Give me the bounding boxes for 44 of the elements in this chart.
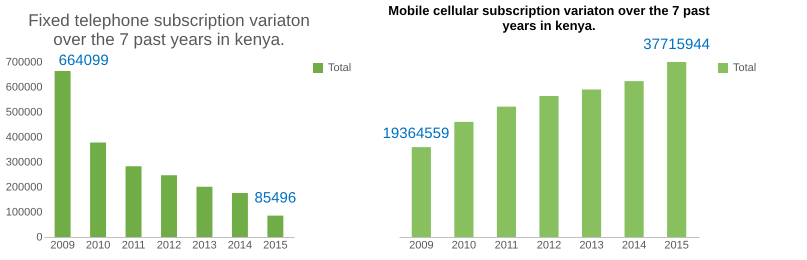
x-tick-label: 2009	[50, 240, 75, 252]
bar	[496, 106, 516, 237]
bar	[161, 175, 177, 237]
x-tick-label: 2011	[494, 240, 518, 252]
y-tick-label: 700000	[6, 56, 42, 68]
x-tick-label: 2012	[536, 240, 562, 252]
bar	[126, 166, 142, 237]
x-tick-label: 2014	[228, 240, 252, 252]
x-tick-label: 2015	[664, 240, 689, 252]
data-label: 19364559	[382, 125, 450, 142]
bar	[454, 122, 474, 237]
y-tick-label: 400000	[6, 132, 42, 144]
y-tick-label: 0	[36, 232, 42, 244]
y-tick-label: 100000	[6, 206, 42, 218]
y-tick-label: 200000	[6, 182, 42, 194]
chart-title: Mobile cellular subscription variaton over the 7 past years in kenya.	[388, 3, 710, 33]
data-label: 85496	[254, 190, 296, 207]
x-tick-label: 2013	[192, 240, 217, 252]
x-tick-label: 2015	[263, 240, 288, 252]
bar	[624, 81, 644, 237]
y-tick-label: 300000	[6, 156, 42, 168]
x-tick-label: 2014	[622, 240, 646, 252]
x-tick-label: 2010	[452, 240, 476, 252]
x-tick-label: 2011	[122, 240, 146, 252]
bar	[539, 96, 559, 237]
bar	[90, 142, 106, 237]
bar	[196, 186, 212, 237]
bar	[667, 62, 686, 237]
bar	[412, 147, 431, 237]
legend-label: Total	[328, 62, 352, 74]
chart-title: Fixed telephone subscription variaton over the 7 past years in kenya.	[28, 10, 310, 49]
legend-label: Total	[733, 62, 756, 74]
bar	[267, 216, 284, 237]
bar	[232, 193, 248, 237]
data-label: 664099	[58, 52, 109, 69]
x-tick-label: 2009	[409, 240, 434, 252]
x-tick-label: 2012	[156, 240, 182, 252]
y-tick-label: 600000	[6, 82, 42, 94]
data-label: 37715944	[643, 36, 710, 53]
y-tick-label: 500000	[6, 106, 42, 118]
x-tick-label: 2010	[86, 240, 110, 252]
bar	[582, 89, 602, 237]
x-tick-label: 2013	[579, 240, 604, 252]
bar	[54, 70, 71, 237]
